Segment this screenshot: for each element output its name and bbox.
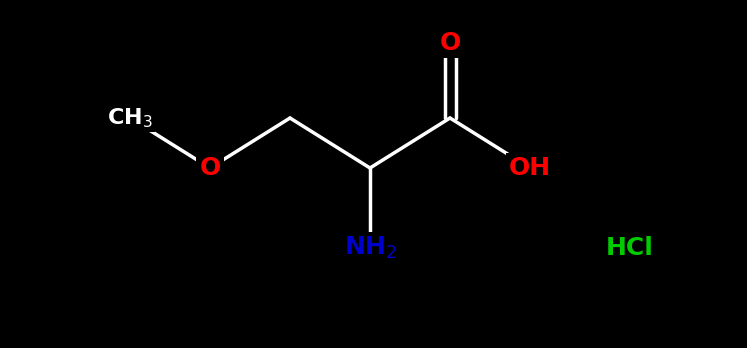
Text: NH$_2$: NH$_2$ [344,235,397,261]
Text: CH$_3$: CH$_3$ [107,106,153,130]
Text: O: O [439,31,461,55]
Text: HCl: HCl [606,236,654,260]
Text: O: O [199,156,220,180]
Text: OH: OH [509,156,551,180]
